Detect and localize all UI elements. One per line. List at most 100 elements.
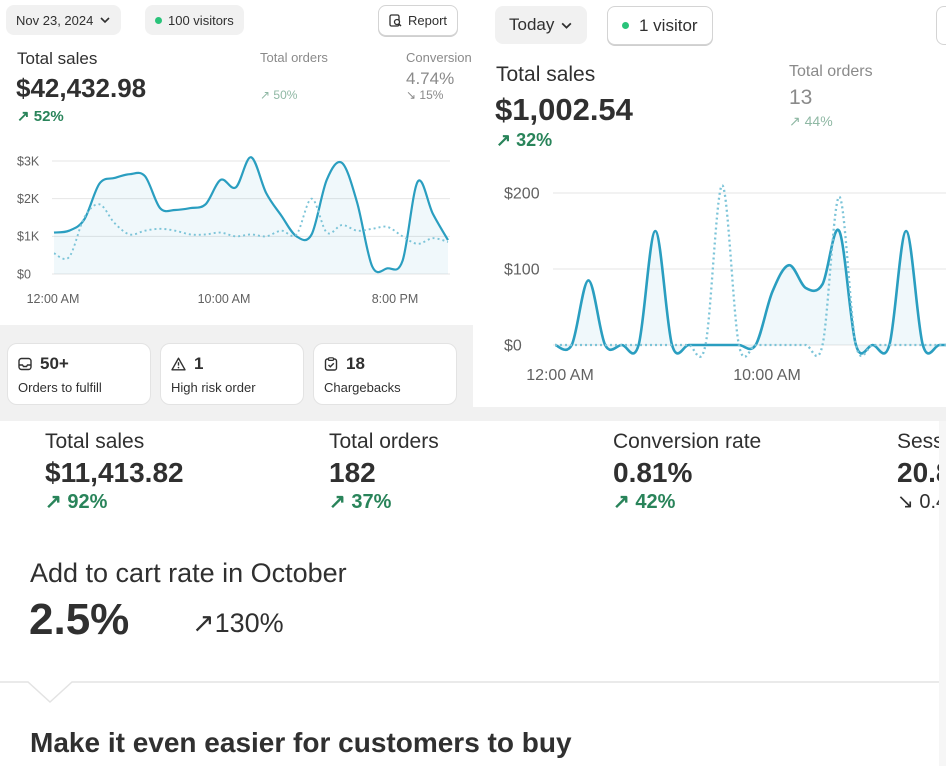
y-tick-label: $0 [504, 338, 522, 355]
clipboard-icon [324, 357, 338, 371]
y-tick-label: $1K [17, 230, 40, 244]
conversion-value: 4.74% [406, 69, 455, 88]
cart-rate-change-value: 130% [214, 608, 284, 638]
arrow-down-right-icon: ↘ [897, 491, 914, 513]
y-tick-label: $0 [17, 267, 31, 281]
cart-rate-value: 2.5% [29, 595, 130, 644]
total-orders-change-value: 44% [804, 113, 833, 129]
metric-change: ↗ 92% [45, 489, 184, 514]
metric-value: $11,413.82 [45, 457, 184, 488]
visitors-label: 100 visitors [168, 12, 234, 28]
stat-card-chargebacks[interactable]: 18 Chargebacks [313, 343, 457, 405]
metric-change-value: 92% [67, 491, 108, 513]
date-range-label: Today [509, 15, 555, 34]
total-sales-change-value: 32% [516, 130, 553, 150]
series-area [54, 157, 448, 274]
arrow-up-right-icon: ↗ [789, 113, 801, 129]
report-button[interactable]: Report [378, 5, 459, 36]
metric-conversion-rate[interactable]: Conversion rate 0.81% ↗ 42% [613, 430, 761, 514]
total-orders-label-right: Total orders [789, 63, 873, 80]
series-line-comparison [555, 184, 946, 358]
total-orders-change-right: ↗ 44% [789, 113, 833, 130]
stat-value: 1 [194, 354, 204, 373]
total-sales-label-right: Total sales [496, 63, 596, 86]
metric-change-value: 37% [351, 491, 392, 513]
dashboard-card-right [473, 0, 946, 407]
x-tick-label: 8:00 PM [372, 292, 419, 306]
metric-value: 0.81% [613, 457, 693, 488]
live-dot-icon [622, 22, 629, 29]
report-label: Report [408, 13, 448, 28]
stat-label: Chargebacks [324, 380, 401, 395]
metric-label: Conversion rate [613, 430, 762, 453]
right-edge-strip [939, 421, 946, 766]
card-gap-background [473, 407, 946, 421]
metric-value: 20.8 [897, 457, 946, 488]
inbox-icon [18, 357, 32, 371]
chevron-down-icon [100, 17, 110, 24]
metric-change-value: 42% [635, 491, 676, 513]
stat-value: 18 [346, 354, 365, 373]
date-label: Nov 23, 2024 [16, 12, 94, 28]
report-button-partial[interactable] [936, 6, 946, 45]
cart-rate-change: ↗130% [192, 608, 284, 639]
metric-change: ↗ 42% [613, 489, 761, 514]
x-tick-label: 10:00 AM [733, 367, 801, 384]
date-range-button[interactable]: Today [495, 6, 588, 44]
total-sales-change-right: ↗ 32% [496, 130, 552, 151]
arrow-up-right-icon: ↗ [613, 491, 630, 513]
total-sales-value-right: $1,002.54 [495, 92, 633, 127]
conversion-change: ↘ 15% [406, 88, 443, 102]
sales-chart-right: $0 $100 $200 12:00 AM 10:00 AM [504, 184, 946, 384]
arrow-up-right-icon: ↗ [17, 108, 30, 125]
stat-value: 50+ [40, 354, 69, 373]
total-orders-change: ↗ 50% [260, 88, 297, 102]
live-dot-icon [155, 16, 162, 24]
x-tick-label: 12:00 AM [526, 367, 594, 384]
total-sales-change-value: 52% [33, 108, 64, 125]
y-tick-label: $100 [504, 262, 540, 279]
warning-icon [171, 357, 186, 371]
arrow-up-right-icon: ↗ [45, 491, 62, 513]
stat-label: High risk order [171, 380, 256, 395]
arrow-up-right-icon: ↗ [329, 491, 346, 513]
arrow-up-right-icon: ↗ [496, 130, 512, 150]
cart-rate-title: Add to cart rate in October [30, 558, 347, 588]
report-icon [389, 14, 402, 27]
x-tick-label: 12:00 AM [27, 292, 80, 306]
stat-card-high-risk-order[interactable]: 1 High risk order [160, 343, 304, 405]
visitors-badge[interactable]: 100 visitors [145, 5, 244, 35]
conversion-change-value: 15% [419, 88, 444, 102]
metric-label: Sess [897, 430, 944, 453]
metric-label: Total sales [45, 430, 145, 453]
total-orders-value-right: 13 [789, 86, 813, 109]
arrow-up-right-icon: ↗ [192, 608, 215, 638]
date-picker-button[interactable]: Nov 23, 2024 [6, 5, 122, 35]
sales-chart-left: $0 $1K $2K $3K 12:00 AM 10:00 AM 8:00 PM [17, 154, 450, 306]
metric-sessions-partial[interactable]: Sess 20.8 ↘ 0.4 [897, 430, 946, 514]
arrow-up-right-icon: ↗ [260, 88, 271, 102]
conversion-label: Conversion [406, 50, 472, 65]
series-line-primary [53, 156, 449, 274]
total-orders-change-value: 50% [273, 88, 298, 102]
series-line-primary [554, 228, 946, 355]
y-tick-label: $3K [17, 154, 40, 168]
visitors-badge-right[interactable]: 1 visitor [607, 6, 713, 45]
metric-total-orders[interactable]: Total orders 182 ↗ 37% [329, 430, 439, 514]
metric-label: Total orders [329, 430, 439, 453]
metric-value: 182 [329, 457, 376, 488]
stat-card-orders-to-fulfill[interactable]: 50+ Orders to fulfill [7, 343, 151, 405]
chevron-down-icon [561, 22, 572, 29]
arrow-down-right-icon: ↘ [406, 88, 417, 102]
callout-headline: Make it even easier for customers to buy [30, 727, 572, 758]
callout-divider [0, 681, 946, 704]
y-tick-label: $2K [17, 192, 40, 206]
x-tick-label: 10:00 AM [198, 292, 251, 306]
total-orders-label: Total orders [260, 50, 328, 65]
series-line-comparison [53, 197, 449, 260]
total-sales-change: ↗ 52% [17, 107, 64, 125]
metric-total-sales[interactable]: Total sales $11,413.82 ↗ 92% [45, 430, 184, 514]
stat-label: Orders to fulfill [18, 380, 102, 395]
series-area [555, 229, 946, 354]
total-sales-label: Total sales [17, 49, 98, 68]
